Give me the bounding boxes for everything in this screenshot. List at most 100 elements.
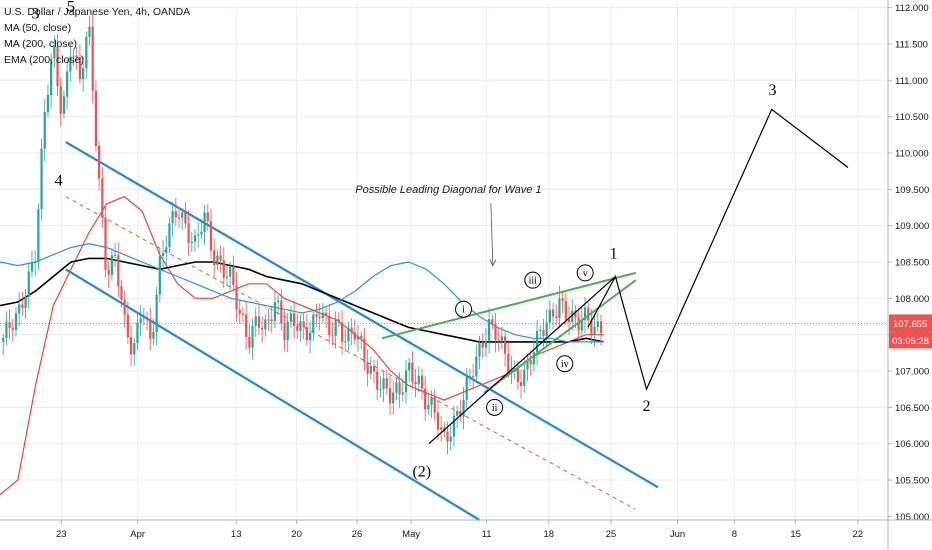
candle-body (261, 327, 264, 330)
candle-body (580, 320, 583, 331)
candle-body (184, 212, 187, 224)
candle-body (158, 256, 161, 295)
candle-body (286, 321, 289, 341)
wave-label-ii: ii (492, 403, 498, 414)
price-tick-label: 109.000 (895, 221, 929, 232)
candle-body (72, 55, 75, 57)
wave-label-(2): (2) (412, 463, 431, 480)
candle-body (43, 112, 46, 149)
candle-body (296, 325, 299, 331)
candle-body (14, 313, 18, 330)
wave-label-3: 3 (769, 82, 777, 99)
candle-body (209, 221, 213, 251)
candle-body (328, 315, 331, 336)
time-tick-label-13: 13 (231, 529, 242, 540)
chart-legend: U.S. Dollar / Japanese Yen, 4h, OANDA MA… (4, 4, 190, 68)
candle-body (516, 368, 519, 382)
candle-body (475, 356, 478, 377)
indicator-ma200[interactable]: MA (200, close) (4, 38, 77, 50)
wave-label-iii: iii (529, 276, 538, 287)
series-line-2 (0, 243, 604, 343)
candle-body (18, 304, 21, 314)
candle-body (152, 331, 155, 339)
candle-body (133, 342, 136, 355)
indicator-ma50[interactable]: MA (50, close) (4, 22, 72, 34)
candle-body (411, 362, 414, 382)
symbol-title[interactable]: U.S. Dollar / Japanese Yen, 4h, OANDA (4, 6, 191, 18)
candle-body (293, 313, 296, 326)
candle-body (56, 46, 59, 87)
candle-body (551, 309, 555, 317)
candle-body (280, 300, 283, 324)
candle-body (590, 320, 593, 335)
wave-label-i: i (462, 305, 465, 316)
candle-body (34, 262, 37, 264)
candle-body (452, 415, 456, 437)
candle-body (561, 298, 564, 301)
candle-body (472, 376, 475, 378)
candle-body (449, 436, 452, 442)
annotation-arrowhead (489, 259, 497, 267)
candle-body (104, 217, 107, 270)
candle-body (165, 247, 168, 253)
price-tick-label: 110.000 (895, 148, 929, 159)
candle-body (8, 322, 11, 329)
time-tick-label-18: 18 (543, 529, 554, 540)
candle-body (507, 353, 510, 373)
candle-body (277, 300, 280, 303)
time-axis[interactable]: 23 Apr 13 20 26 May 11 18 25 Jun 8 15 22 (0, 519, 932, 540)
last-price-value: 107.655 (893, 319, 927, 330)
candle-body (62, 96, 66, 114)
candle-body (420, 375, 424, 389)
price-tick-label: 106.500 (895, 403, 929, 414)
candle-body (497, 340, 500, 342)
candle-body (574, 310, 577, 318)
candle-body (523, 369, 526, 386)
candle-body (385, 378, 388, 389)
time-tick-label-20: 20 (291, 529, 302, 540)
candle-body (324, 312, 328, 316)
candle-body (392, 392, 395, 404)
price-axis[interactable]: 105.000105.500106.000106.500107.000107.5… (887, 0, 929, 550)
indicator-ema200[interactable]: EMA (200, close) (4, 54, 84, 66)
candle-body (257, 316, 261, 328)
annotation-text: Possible Leading Diagonal for Wave 1 (355, 184, 541, 196)
candle-body (424, 388, 427, 410)
channel-midline (65, 196, 636, 510)
candle-body (46, 95, 50, 113)
candle-body (398, 382, 401, 395)
candle-body (50, 58, 53, 96)
candle-body (321, 312, 324, 318)
candle-body (5, 322, 8, 339)
candle-body (542, 329, 545, 337)
time-tick-label-8: 8 (732, 529, 737, 540)
candle-body (366, 362, 369, 374)
channel-line-0 (65, 141, 659, 489)
candle-body (350, 327, 353, 333)
candle-body (456, 411, 459, 416)
candle-body (372, 366, 376, 372)
candle-body (181, 212, 184, 218)
price-tick-label: 111.000 (895, 76, 928, 87)
candle-body (174, 211, 177, 218)
candle-body (529, 359, 532, 365)
candle-body (334, 319, 337, 336)
candle-body (203, 212, 206, 232)
candle-body (238, 309, 241, 314)
wave-label-3: 3 (32, 6, 40, 23)
candle-body (85, 36, 88, 69)
wave-circle-iii (524, 271, 542, 289)
candle-body (494, 323, 497, 341)
candle-body (75, 55, 78, 58)
candle-body (88, 26, 91, 37)
candle-body (59, 86, 62, 114)
candle-body (213, 250, 216, 266)
wave-circle-v (576, 264, 594, 282)
candle-body (24, 296, 27, 309)
candle-body (251, 325, 254, 348)
wave-circle-ii (486, 398, 504, 416)
candle-body (302, 321, 305, 328)
candle-body (468, 376, 472, 378)
candle-body (254, 316, 257, 326)
